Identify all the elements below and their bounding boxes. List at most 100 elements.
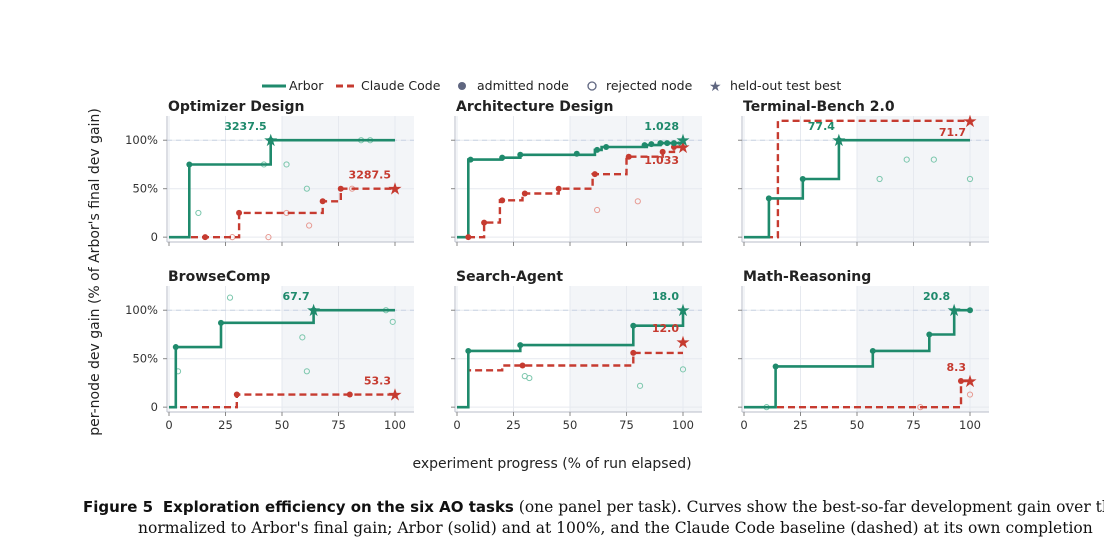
shaded-region [282,286,414,412]
arbor-series-line [744,308,970,409]
panel-title: Optimizer Design [168,99,304,115]
arbor-heldout-star: ★ [947,301,962,321]
legend-heldout-label: held-out test best [730,78,841,93]
x-tick-label: 100 [672,418,694,432]
arbor-rejected-node [679,366,687,373]
arbor-rejected-node [299,334,306,341]
arbor-rejected-node [930,156,937,163]
arbor-rejected-node [195,209,202,217]
arbor-admitted-node [465,347,472,354]
claude-star-label: 12.0 [652,322,679,335]
arbor-star-label: 77.4 [808,120,835,133]
claude-admitted-node [202,234,209,241]
claude-rejected-node [306,222,313,229]
shaded-region [857,286,989,412]
x-tick-label: 75 [331,418,346,432]
arbor-admitted-node [967,307,973,314]
claude-star-label: 3287.5 [349,169,391,182]
claude-heldout-star: ★ [675,333,690,353]
y-tick-label: 50% [132,182,158,196]
arbor-heldout-star: ★ [263,131,278,151]
x-tick-label: 50 [850,418,865,432]
arbor-admitted-node [641,142,648,149]
x-tick-label: 0 [740,418,747,432]
x-tick-label: 75 [906,418,921,432]
y-axis-label: per-node dev gain (% of Arbor's final de… [87,108,103,436]
x-tick-label: 100 [384,418,406,432]
arbor-rejected-node [303,185,310,192]
claude-heldout-star: ★ [962,372,977,392]
arbor-rejected-node [389,318,396,325]
claude-series-line [169,393,395,409]
y-tick-label: 100% [125,303,158,317]
claude-star-label: 8.3 [947,361,967,374]
arbor-admitted-node [799,176,806,182]
caption-bold: Exploration efficiency on the six AO tas… [162,498,514,516]
arbor-admitted-node [765,195,772,202]
claude-rejected-node [966,391,974,398]
claude-heldout-star: ★ [387,180,402,200]
claude-admitted-node [521,190,528,197]
claude-admitted-node [465,234,472,241]
legend-arbor-label: Arbor [289,78,324,93]
arbor-admitted-node [517,151,524,158]
x-axis-label: experiment progress (% of run elapsed) [412,456,691,472]
arbor-heldout-star: ★ [831,131,846,151]
arbor-heldout-star: ★ [675,131,690,151]
arbor-series-line [744,138,970,239]
arbor-admitted-node [835,137,842,144]
legend-claude-label: Claude Code [361,78,441,93]
shaded-region [570,286,702,412]
panel-title: BrowseComp [168,269,270,285]
x-tick-label: 0 [453,418,460,432]
arbor-admitted-node [664,140,671,147]
claude-star-label: 53.3 [364,375,391,388]
claude-admitted-node [957,377,964,384]
y-tick-label: 0 [151,400,158,414]
panel-title: Search-Agent [456,269,563,285]
x-tick-label: 50 [563,418,578,432]
legend-star-icon: ★ [709,79,722,95]
x-tick-label: 75 [619,418,634,432]
claude-admitted-node [591,171,598,178]
arbor-admitted-node [772,363,779,370]
arbor-star-label: 67.7 [282,290,309,303]
arbor-rejected-node [903,156,910,163]
claude-admitted-node [499,197,506,204]
arbor-series-line [169,138,395,239]
arbor-admitted-node [267,137,274,144]
arbor-rejected-node [876,175,883,183]
caption-label: Figure 5 [83,498,154,516]
x-tick-label: 50 [275,418,290,432]
arbor-admitted-node [517,342,524,349]
y-tick-label: 50% [132,352,158,366]
figure-caption: Figure 5 Exploration efficiency on the s… [83,498,1104,516]
arbor-admitted-node [630,322,637,329]
arbor-admitted-node [217,319,224,326]
x-tick-label: 25 [793,418,808,432]
legend-admitted-label: admitted node [477,78,569,93]
legend: Arbor Claude Code admitted node rejected… [262,78,841,95]
arbor-heldout-star: ★ [306,301,321,321]
panel-title: Terminal-Bench 2.0 [743,99,895,115]
claude-star-label: 71.7 [939,126,966,139]
y-tick-label: 100% [125,133,158,147]
claude-admitted-node [659,148,666,155]
claude-admitted-node [346,391,353,398]
shaded-region [282,116,414,242]
panel-title: Architecture Design [456,99,613,115]
claude-admitted-node [519,362,526,369]
arbor-admitted-node [594,146,601,153]
claude-admitted-node [319,198,326,205]
legend-admitted-marker [458,82,466,90]
arbor-admitted-node [499,154,506,161]
claude-rejected-node [594,206,601,214]
claude-admitted-node [481,219,488,226]
caption-line-2: normalized to Arbor's final gain; Arbor … [138,519,1093,537]
y-tick-label: 0 [151,230,158,244]
panel-title: Math-Reasoning [743,269,871,285]
